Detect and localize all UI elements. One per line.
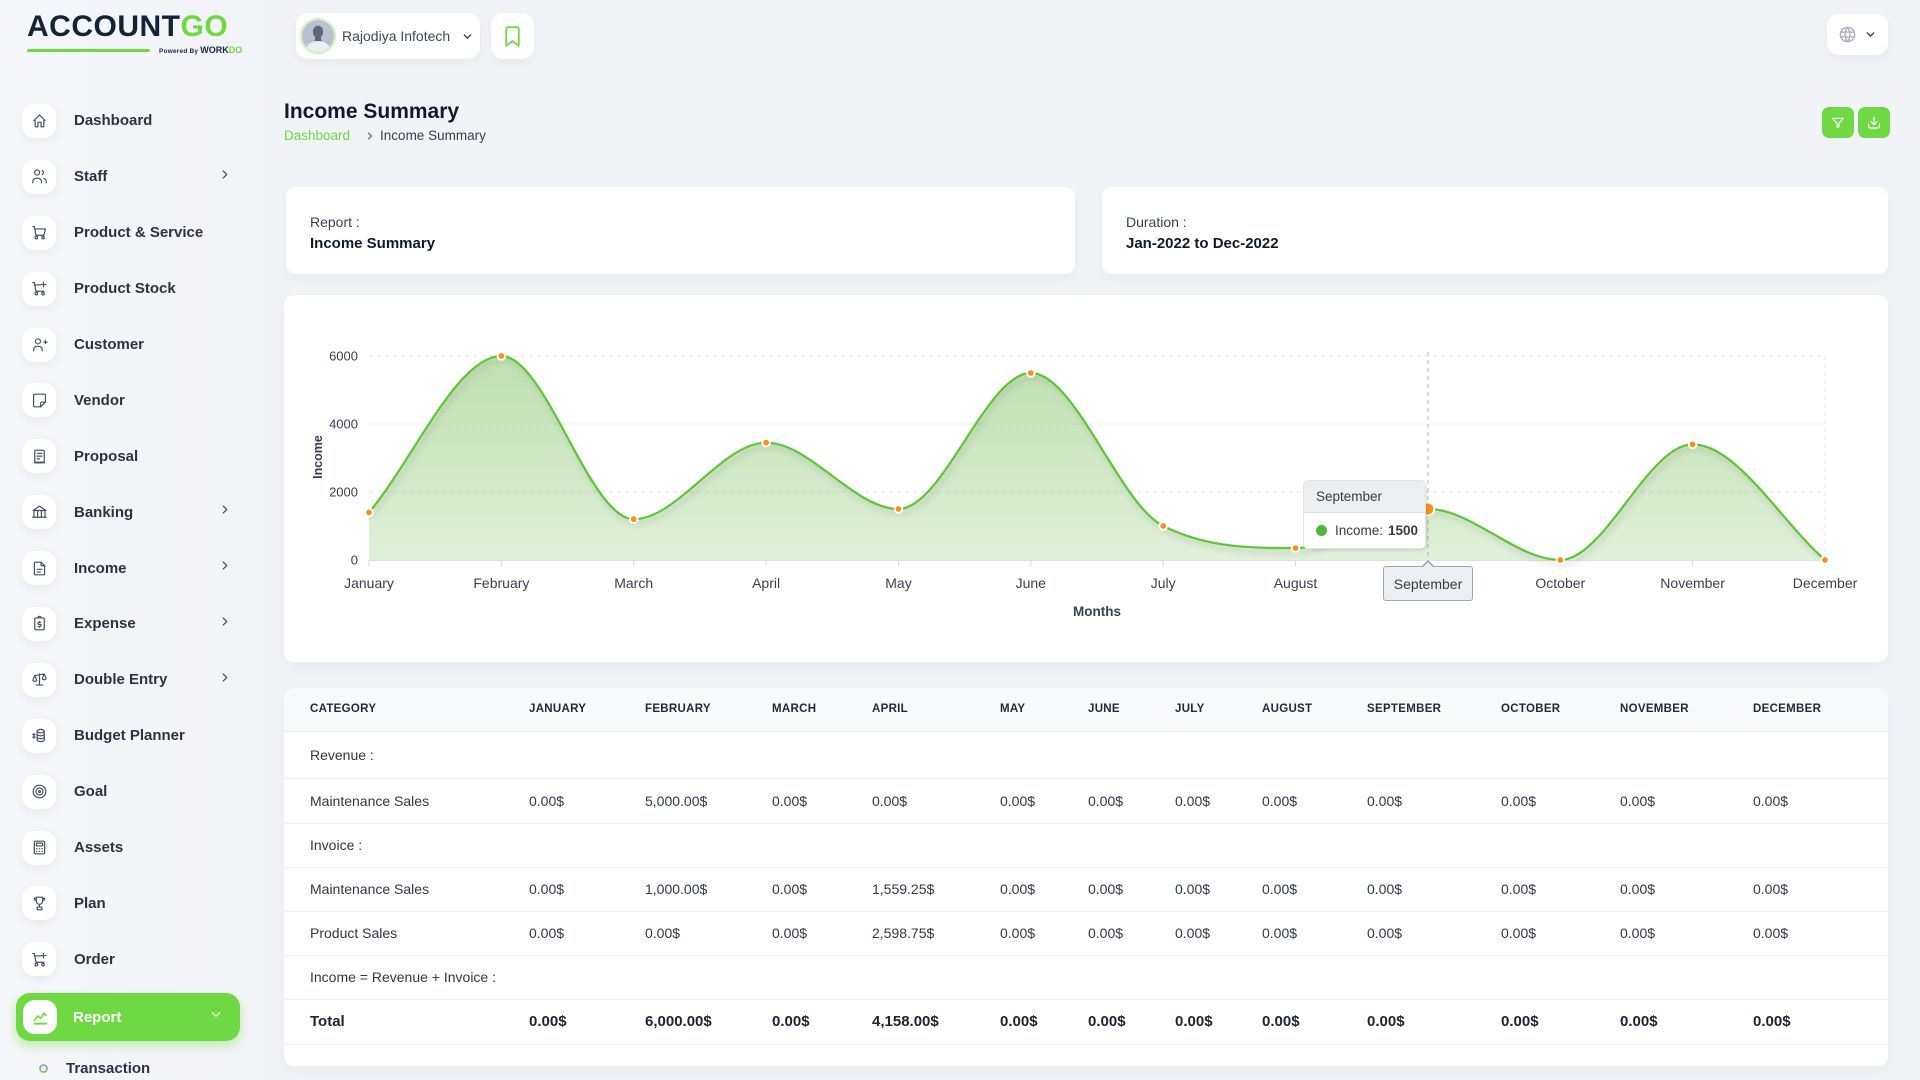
svg-text:April: April	[752, 575, 780, 591]
svg-text:2000: 2000	[329, 485, 358, 500]
svg-text:August: August	[1274, 575, 1318, 591]
svg-text:June: June	[1016, 575, 1047, 591]
svg-text:July: July	[1151, 575, 1176, 591]
svg-text:February: February	[473, 575, 529, 591]
svg-text:March: March	[614, 575, 653, 591]
svg-text:May: May	[885, 575, 911, 591]
svg-text:October: October	[1535, 575, 1585, 591]
svg-text:December: December	[1793, 575, 1858, 591]
svg-text:0: 0	[351, 553, 358, 568]
svg-text:November: November	[1660, 575, 1725, 591]
svg-text:Income: Income	[311, 435, 325, 479]
svg-text:Months: Months	[1073, 604, 1121, 619]
svg-text:4000: 4000	[329, 417, 358, 432]
svg-text:6000: 6000	[329, 349, 358, 364]
svg-text:January: January	[344, 575, 394, 591]
